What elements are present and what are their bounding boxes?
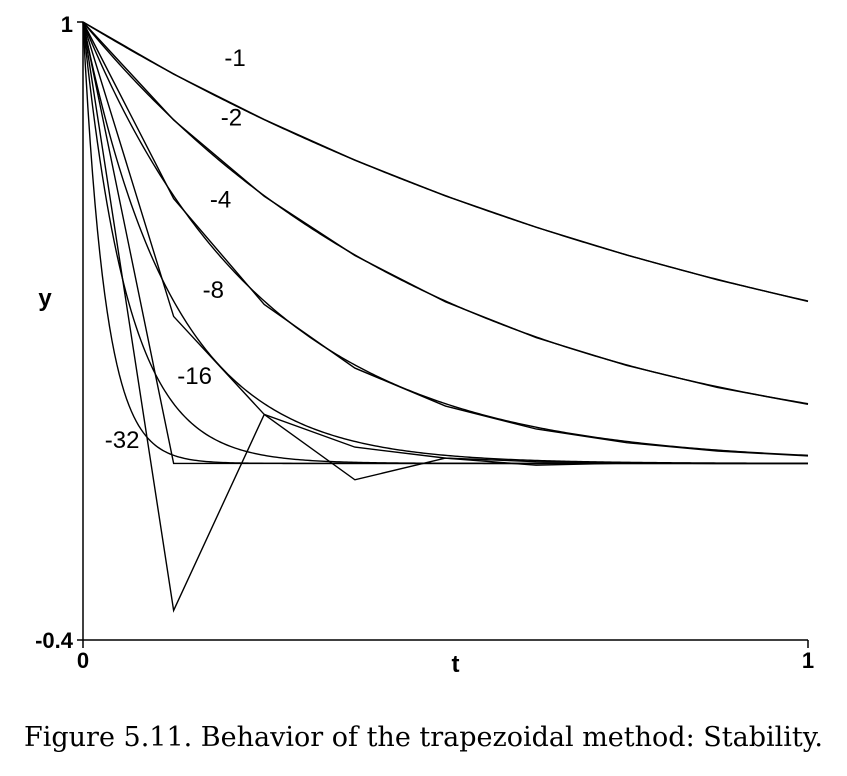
exact-curve-lambda-2 xyxy=(82,21,809,405)
y-tick-label-top: 1 xyxy=(61,12,73,37)
curve-labels-layer: -1 -2 -4 -8 -16 -32 xyxy=(105,45,246,454)
curve-label-neg32: -32 xyxy=(105,427,140,454)
exact-curve-lambda-1 xyxy=(82,21,809,302)
y-tick-label-bottom: -0.4 xyxy=(35,628,74,653)
curve-label-neg16: -16 xyxy=(177,363,212,390)
y-axis-label: y xyxy=(38,285,52,312)
trapezoidal-curve-lambda-8 xyxy=(82,21,808,465)
exact-curve-lambda-16 xyxy=(82,21,808,465)
figure-caption: Figure 5.11. Behavior of the trapezoidal… xyxy=(24,722,823,753)
trapezoidal-curve-lambda-16 xyxy=(82,21,808,465)
trapezoidal-curve-lambda-4 xyxy=(82,21,809,457)
exact-curve-lambda-8 xyxy=(82,21,808,464)
curve-label-neg2: -2 xyxy=(221,105,242,132)
curve-label-neg1: -1 xyxy=(224,45,245,72)
chart: 1 -0.4 0 1 t y -1 -2 -4 -8 -16 -32 xyxy=(35,12,814,678)
x-tick-label-right: 1 xyxy=(802,648,814,673)
curves-layer xyxy=(82,21,809,613)
x-axis-label: t xyxy=(452,651,460,678)
trapezoidal-curve-lambda-1 xyxy=(82,21,809,303)
curve-label-neg8: -8 xyxy=(203,277,224,304)
trapezoidal-curve-lambda-32 xyxy=(82,21,808,613)
exact-curve-lambda-32 xyxy=(82,21,808,465)
trapezoidal-curve-lambda-2 xyxy=(82,21,809,405)
x-tick-label-left: 0 xyxy=(77,648,89,673)
exact-curve-lambda-4 xyxy=(82,21,809,457)
curve-label-neg4: -4 xyxy=(210,186,231,213)
